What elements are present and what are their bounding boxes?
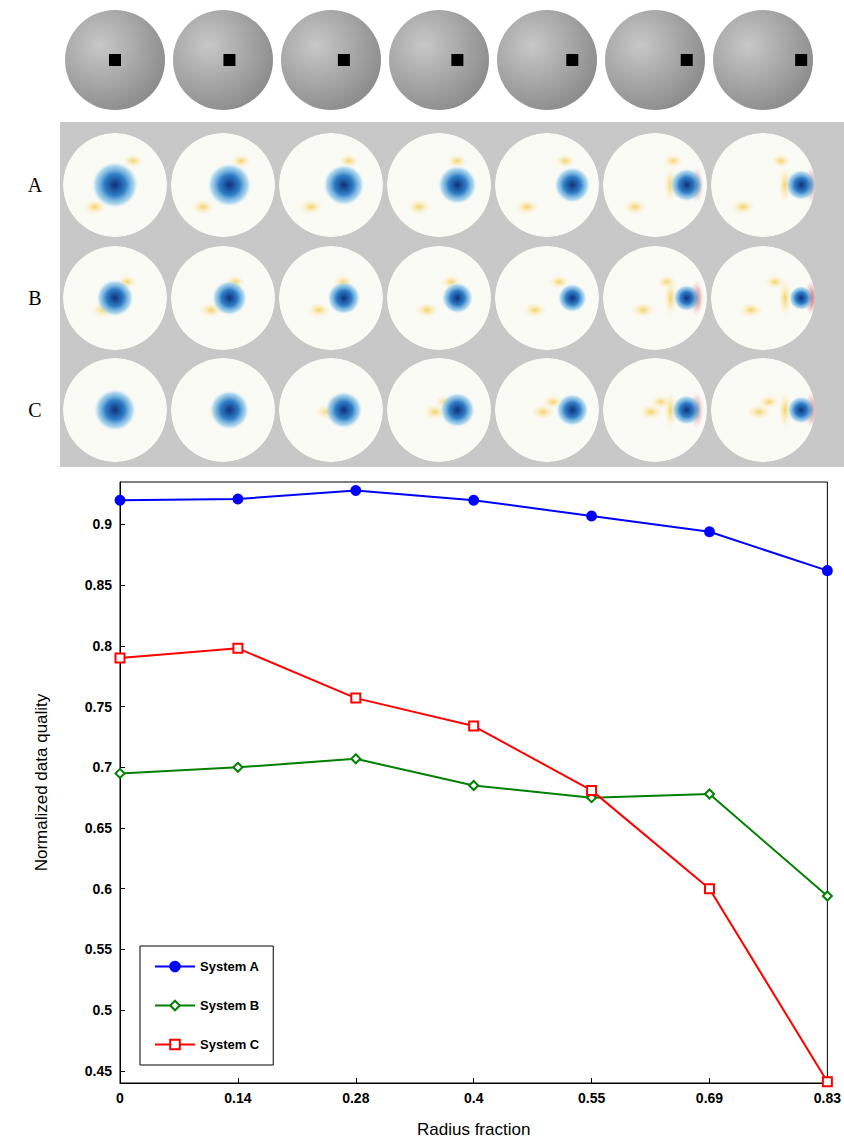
- svg-text:0.28: 0.28: [342, 1090, 369, 1106]
- svg-text:Radius fraction: Radius fraction: [417, 1120, 530, 1139]
- svg-text:0: 0: [116, 1090, 124, 1106]
- svg-text:0.83: 0.83: [814, 1090, 841, 1106]
- svg-text:B: B: [28, 287, 41, 309]
- svg-text:0.14: 0.14: [224, 1090, 251, 1106]
- svg-text:0.69: 0.69: [696, 1090, 723, 1106]
- svg-text:Normalized data quality: Normalized data quality: [32, 693, 51, 871]
- svg-text:0.65: 0.65: [85, 820, 112, 836]
- svg-text:0.75: 0.75: [85, 699, 112, 715]
- svg-text:0.9: 0.9: [93, 516, 113, 532]
- svg-text:0.55: 0.55: [85, 941, 112, 957]
- svg-text:0.7: 0.7: [93, 759, 113, 775]
- svg-text:System C: System C: [200, 1037, 260, 1052]
- svg-text:0.85: 0.85: [85, 577, 112, 593]
- svg-text:System A: System A: [200, 959, 259, 974]
- svg-text:0.8: 0.8: [93, 638, 113, 654]
- svg-text:0.45: 0.45: [85, 1063, 112, 1079]
- svg-text:C: C: [28, 399, 41, 421]
- svg-text:0.4: 0.4: [464, 1090, 484, 1106]
- svg-text:A: A: [28, 174, 43, 196]
- svg-text:System B: System B: [200, 998, 259, 1013]
- svg-text:0.6: 0.6: [93, 881, 113, 897]
- svg-text:0.5: 0.5: [93, 1002, 113, 1018]
- svg-text:0.55: 0.55: [578, 1090, 605, 1106]
